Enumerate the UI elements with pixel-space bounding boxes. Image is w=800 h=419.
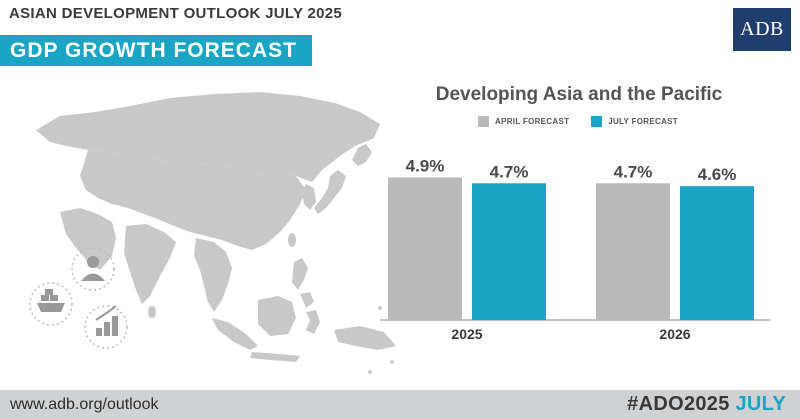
footer-url-link[interactable]: www.adb.org/outlook [10,396,159,413]
gdp-forecast-banner: GDP GROWTH FORECAST [0,35,312,66]
world-map-icon [36,92,396,374]
chart-legend: APRIL FORECAST JULY FORECAST [478,114,700,128]
x-tick-label-2026: 2026 [659,326,690,342]
data-label-july-2025: 4.7% [490,162,529,181]
footer-hashtag[interactable]: #ADO2025 JULY [627,393,786,416]
shipping-icon [29,282,73,326]
legend-item-july: JULY FORECAST [591,115,678,127]
legend-label-july: JULY FORECAST [608,116,678,126]
asia-map-illustration [29,92,396,374]
bar-april-2025 [388,177,462,320]
x-tick-label-2025: 2025 [451,326,482,342]
legend-label-april: APRIL FORECAST [495,116,570,126]
person-icon [71,247,115,291]
hashtag-accent: JULY [735,393,786,415]
bar-july-2026 [680,186,754,320]
growth-coins-icon [84,305,128,349]
adb-logo[interactable]: ADB [733,8,791,51]
hashtag-main: #ADO2025 [627,393,730,415]
legend-swatch-april [478,115,489,127]
legend-item-april: APRIL FORECAST [478,115,570,127]
gdp-bar-chart: 4.9% 4.7% 2025 4.7% 4.6% 2026 [380,156,770,342]
legend-swatch-july [591,115,603,127]
footer-bar: www.adb.org/outlook #ADO2025 JULY [0,390,800,419]
bar-april-2026 [596,183,670,320]
bar-july-2025 [472,183,546,320]
data-label-july-2026: 4.6% [698,165,737,184]
data-label-april-2025: 4.9% [406,156,445,175]
chart-title: Developing Asia and the Pacific [435,84,723,105]
data-label-april-2026: 4.7% [614,162,653,181]
report-title: ASIAN DEVELOPMENT OUTLOOK JULY 2025 [9,5,343,22]
